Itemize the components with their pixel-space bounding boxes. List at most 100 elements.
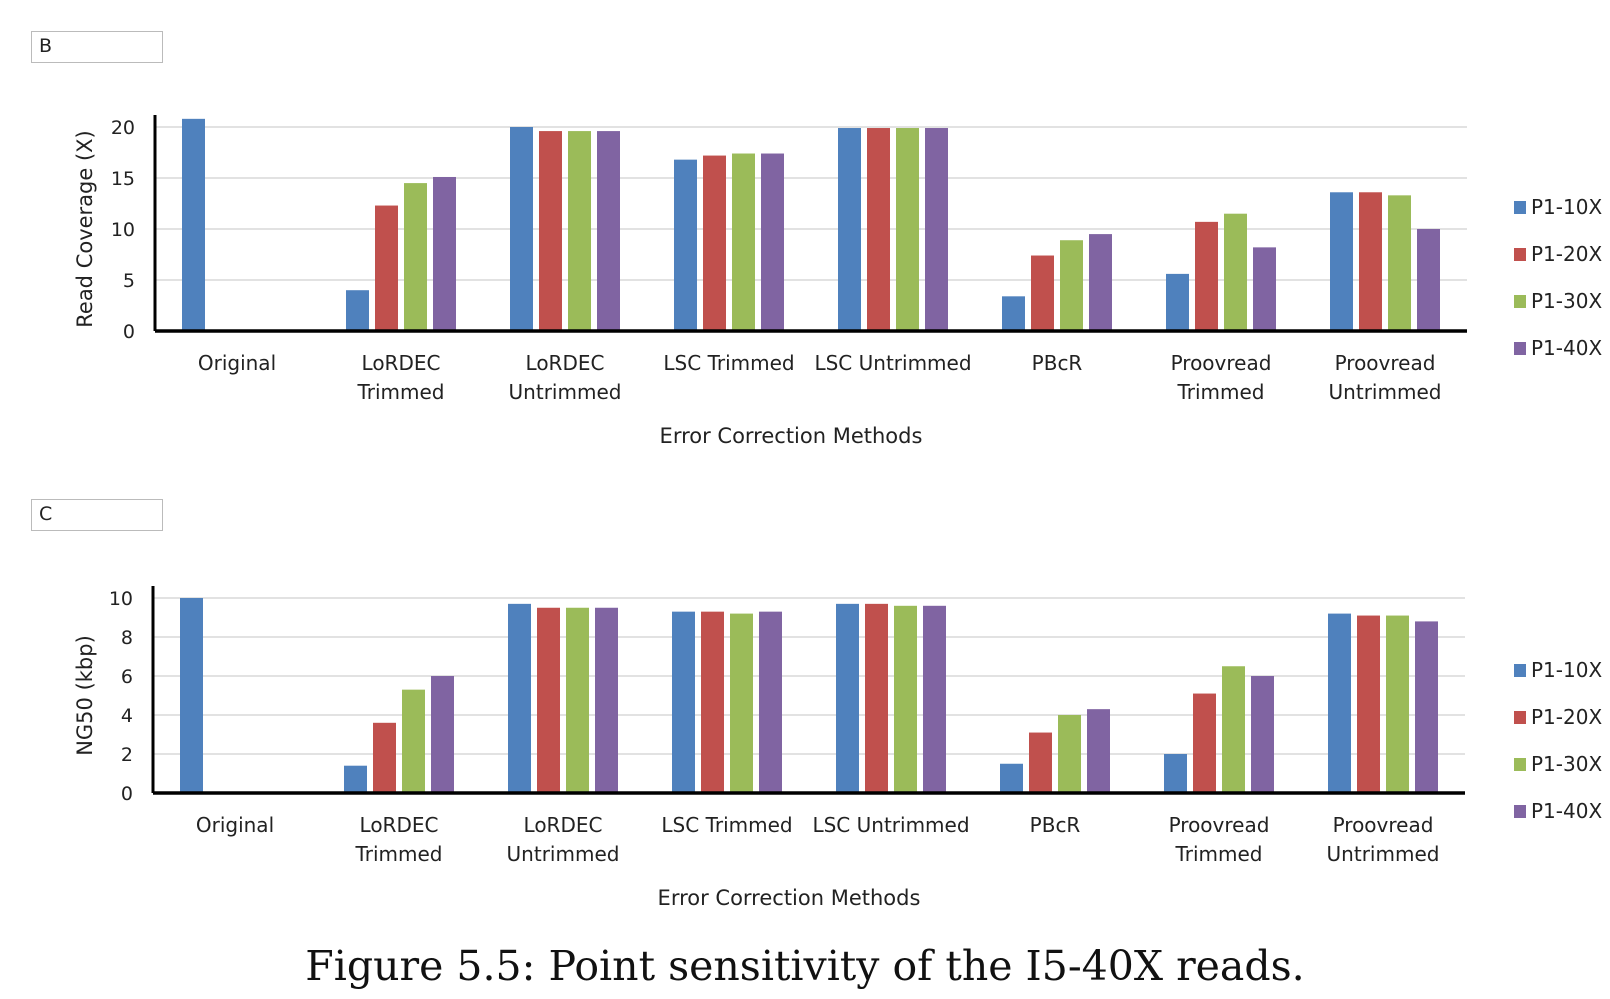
bar-p1-20x xyxy=(1195,221,1218,331)
bar-p1-40x xyxy=(761,153,784,331)
x-tick-label: LSC Untrimmed xyxy=(814,351,971,375)
x-tick-label: LoRDEC xyxy=(526,351,605,375)
bar-p1-40x xyxy=(433,176,456,331)
y-tick-label: 4 xyxy=(121,705,133,727)
bar-p1-10x xyxy=(674,159,697,331)
bar-p1-20x xyxy=(1193,693,1216,793)
bar-p1-30x xyxy=(1224,213,1247,331)
bar-p1-20x xyxy=(701,611,724,793)
bar-p1-40x xyxy=(925,128,948,331)
x-tick-label: Trimmed xyxy=(356,380,444,404)
x-tick-label: Proovread xyxy=(1335,351,1436,375)
y-axis-title: Read Coverage (X) xyxy=(73,130,97,328)
bar-p1-30x xyxy=(404,183,427,331)
bar-p1-40x xyxy=(759,611,782,793)
legend-swatch xyxy=(1514,248,1526,261)
bar-p1-40x xyxy=(1415,621,1438,793)
bar-p1-40x xyxy=(597,131,620,331)
bar-p1-20x xyxy=(537,607,560,793)
x-tick-label: Untrimmed xyxy=(1327,842,1440,866)
bar-p1-40x xyxy=(923,605,946,793)
bar-p1-40x xyxy=(1251,676,1274,793)
x-axis-title: Error Correction Methods xyxy=(660,424,923,448)
y-tick-label: 8 xyxy=(121,627,133,649)
x-tick-label: Untrimmed xyxy=(507,842,620,866)
x-tick-label: Original xyxy=(196,813,274,837)
bar-p1-10x xyxy=(1328,613,1351,793)
bar-p1-30x xyxy=(730,613,753,793)
bar-p1-40x xyxy=(1089,234,1112,331)
bar-p1-10x xyxy=(1166,273,1189,331)
bar-p1-30x xyxy=(1388,195,1411,331)
bar-p1-10x xyxy=(508,603,531,793)
bar-p1-30x xyxy=(1058,715,1081,793)
y-tick-label: 10 xyxy=(109,588,133,610)
x-tick-label: Proovread xyxy=(1171,351,1272,375)
y-tick-label: 2 xyxy=(121,744,133,766)
legend-label: P1-20X xyxy=(1531,705,1602,729)
y-axis-title: NG50 (kbp) xyxy=(73,635,97,756)
bar-p1-30x xyxy=(1222,666,1245,793)
x-tick-label: Trimmed xyxy=(1176,380,1264,404)
legend-swatch xyxy=(1514,342,1526,355)
y-tick-label: 10 xyxy=(111,219,135,241)
legend-label: P1-40X xyxy=(1531,799,1602,823)
x-axis-title: Error Correction Methods xyxy=(658,886,921,910)
x-tick-label: Trimmed xyxy=(1174,842,1262,866)
bar-p1-40x xyxy=(1087,709,1110,793)
bar-p1-20x xyxy=(1359,192,1382,331)
x-tick-label: LSC Trimmed xyxy=(663,351,794,375)
bar-p1-10x xyxy=(1002,296,1025,331)
bar-p1-30x xyxy=(732,153,755,331)
bar-p1-40x xyxy=(431,676,454,793)
bar-p1-10x xyxy=(838,128,861,331)
legend-swatch xyxy=(1514,758,1526,771)
panel-label-b: B xyxy=(31,31,163,63)
x-tick-label: Proovread xyxy=(1169,813,1270,837)
bar-p1-20x xyxy=(867,128,890,331)
bar-p1-10x xyxy=(1000,763,1023,793)
x-tick-label: LoRDEC xyxy=(362,351,441,375)
bar-p1-30x xyxy=(896,128,919,331)
x-tick-label: LSC Untrimmed xyxy=(812,813,969,837)
x-tick-label: Original xyxy=(198,351,276,375)
y-tick-label: 20 xyxy=(111,117,135,139)
bar-p1-20x xyxy=(375,205,398,331)
x-tick-label: LoRDEC xyxy=(524,813,603,837)
bar-p1-40x xyxy=(1417,229,1440,331)
bar-p1-20x xyxy=(1357,615,1380,793)
x-tick-label: PBcR xyxy=(1030,813,1081,837)
legend-swatch xyxy=(1514,201,1526,214)
bar-p1-30x xyxy=(402,689,425,793)
bar-p1-10x xyxy=(836,603,859,793)
bar-p1-10x xyxy=(180,598,203,793)
bar-p1-20x xyxy=(865,603,888,793)
legend-label: P1-10X xyxy=(1531,195,1602,219)
bar-p1-30x xyxy=(568,131,591,331)
x-tick-label: LSC Trimmed xyxy=(661,813,792,837)
legend-label: P1-10X xyxy=(1531,658,1602,682)
x-tick-label: Trimmed xyxy=(354,842,442,866)
x-tick-label: PBcR xyxy=(1032,351,1083,375)
legend-swatch xyxy=(1514,664,1526,677)
bar-p1-10x xyxy=(182,118,205,331)
bar-p1-30x xyxy=(894,605,917,793)
y-tick-label: 0 xyxy=(121,783,133,805)
bar-p1-30x xyxy=(566,607,589,793)
legend-swatch xyxy=(1514,805,1526,818)
bar-p1-20x xyxy=(373,722,396,793)
bar-p1-30x xyxy=(1386,615,1409,793)
legend-swatch xyxy=(1514,295,1526,308)
x-tick-label: Untrimmed xyxy=(509,380,622,404)
bar-p1-10x xyxy=(346,290,369,331)
bar-p1-20x xyxy=(1031,255,1054,331)
panel-label-c: C xyxy=(31,499,163,531)
bar-p1-10x xyxy=(510,127,533,331)
bar-p1-10x xyxy=(1330,192,1353,331)
bar-p1-20x xyxy=(703,155,726,331)
bar-p1-20x xyxy=(1029,732,1052,793)
bar-p1-10x xyxy=(1164,754,1187,793)
x-tick-label: LoRDEC xyxy=(360,813,439,837)
x-tick-label: Untrimmed xyxy=(1329,380,1442,404)
